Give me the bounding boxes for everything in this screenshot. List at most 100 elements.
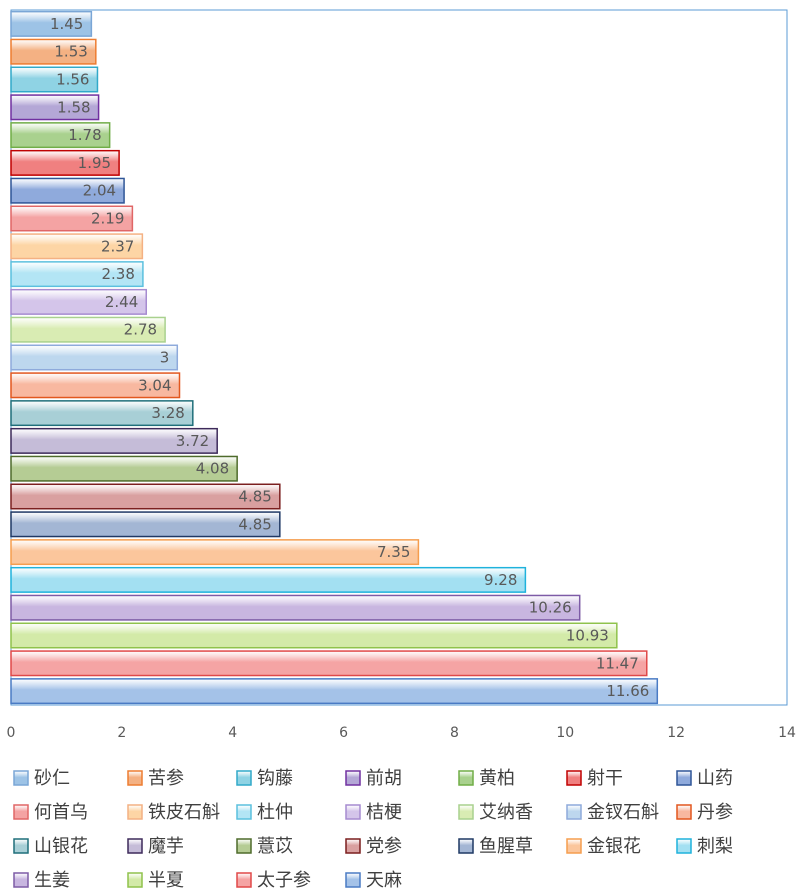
- bar-value-label: 11.47: [596, 654, 639, 672]
- x-tick-label: 2: [117, 725, 126, 741]
- legend-item: 杜仲: [236, 802, 293, 823]
- bar-value-label: 1.58: [57, 98, 90, 116]
- bar-9: [10, 233, 144, 260]
- legend-label: 半夏: [148, 870, 184, 891]
- legend-label: 党参: [366, 836, 402, 857]
- legend-swatch: [345, 804, 361, 820]
- bar-value-label: 2.78: [124, 321, 157, 339]
- legend-swatch: [566, 838, 582, 854]
- legend-swatch: [458, 804, 474, 820]
- bar-value-label: 2.38: [102, 265, 135, 283]
- bar-11: [10, 288, 147, 315]
- legend-item: 鱼腥草: [458, 836, 533, 857]
- bar-10: [10, 261, 144, 288]
- legend-label: 丹参: [697, 802, 733, 823]
- bar-17: [10, 455, 238, 482]
- x-tick-label: 14: [778, 725, 796, 741]
- bar-2: [10, 38, 97, 65]
- bar-5: [10, 122, 111, 149]
- x-tick-label: 6: [339, 725, 348, 741]
- bar-value-label: 4.08: [196, 460, 229, 478]
- legend-label: 魔芋: [148, 836, 184, 857]
- legend-label: 铁皮石斛: [148, 802, 220, 823]
- bar-value-label: 1.78: [68, 126, 101, 144]
- bar-value-label: 10.93: [566, 627, 609, 645]
- bar-value-label: 3: [160, 349, 170, 367]
- bar-8: [10, 205, 134, 232]
- bar-22: [10, 594, 581, 621]
- legend-swatch: [127, 804, 143, 820]
- legend-item: 山药: [676, 768, 733, 789]
- legend-swatch: [127, 872, 143, 888]
- bar-1: [10, 10, 93, 37]
- legend-swatch: [236, 872, 252, 888]
- legend-item: 黄柏: [458, 768, 515, 789]
- legend-swatch: [345, 770, 361, 786]
- bar-15: [10, 400, 194, 427]
- bar-18: [10, 483, 281, 510]
- bar-20: [10, 539, 420, 566]
- bars-group: [10, 10, 659, 705]
- bar-3: [10, 66, 99, 93]
- legend-swatch: [458, 770, 474, 786]
- bar-6: [10, 149, 120, 176]
- legend-label: 鱼腥草: [479, 836, 533, 857]
- legend-item: 天麻: [345, 870, 402, 891]
- legend-label: 太子参: [257, 870, 311, 891]
- legend-label: 砂仁: [34, 768, 70, 789]
- legend-swatch: [676, 838, 692, 854]
- x-axis-ticks: 0 2 4 6 8 10 12 14: [7, 725, 796, 741]
- legend-label: 山银花: [34, 836, 88, 857]
- legend-swatch: [236, 838, 252, 854]
- bar-labels-group: 1.45 1.53 1.56 1.58 1.78 1.95 2.04 2.19 2.37 2.38…: [50, 15, 649, 700]
- legend-label: 钩藤: [257, 768, 293, 789]
- bar-value-label: 3.28: [151, 404, 184, 422]
- legend-label: 艾纳香: [479, 802, 533, 823]
- legend-label: 射干: [587, 768, 623, 789]
- legend-swatch: [345, 872, 361, 888]
- legend-swatch: [345, 838, 361, 854]
- legend-item: 丹参: [676, 802, 733, 823]
- bar-value-label: 9.28: [484, 571, 517, 589]
- legend-swatch: [13, 838, 29, 854]
- legend-label: 杜仲: [257, 802, 293, 823]
- bar-21: [10, 566, 527, 593]
- legend-label: 生姜: [34, 870, 70, 891]
- legend-label: 金银花: [587, 836, 641, 857]
- legend-item: 桔梗: [345, 802, 402, 823]
- legend-swatch: [127, 770, 143, 786]
- x-tick-label: 12: [667, 725, 685, 741]
- legend-swatch: [236, 804, 252, 820]
- legend-swatch: [127, 838, 143, 854]
- legend-item: 何首乌: [13, 802, 88, 823]
- bar-13: [10, 344, 179, 371]
- bar-value-label: 2.37: [101, 237, 134, 255]
- legend-item: 金钗石斛: [566, 802, 659, 823]
- bar-value-label: 2.44: [105, 293, 138, 311]
- legend-label: 前胡: [366, 768, 402, 789]
- legend-item: 魔芋: [127, 836, 184, 857]
- bar-value-label: 2.04: [83, 182, 116, 200]
- legend-swatch: [13, 804, 29, 820]
- legend-item: 苦参: [127, 768, 184, 789]
- legend-item: 生姜: [13, 870, 70, 891]
- bar-value-label: 3.72: [176, 432, 209, 450]
- bar-23: [10, 622, 618, 649]
- bar-14: [10, 372, 181, 399]
- bar-19: [10, 511, 281, 538]
- bar-value-label: 7.35: [377, 543, 410, 561]
- bar-4: [10, 94, 100, 121]
- legend-swatch: [676, 804, 692, 820]
- x-tick-label: 4: [228, 725, 237, 741]
- bar-value-label: 2.19: [91, 210, 124, 228]
- bar-value-label: 1.53: [54, 43, 87, 61]
- legend-label: 苦参: [148, 768, 184, 789]
- legend-item: 山银花: [13, 836, 88, 857]
- bar-value-label: 1.95: [78, 154, 111, 172]
- bar-24: [10, 650, 648, 677]
- bar-16: [10, 427, 218, 454]
- x-tick-label: 10: [556, 725, 574, 741]
- legend-item: 太子参: [236, 870, 311, 891]
